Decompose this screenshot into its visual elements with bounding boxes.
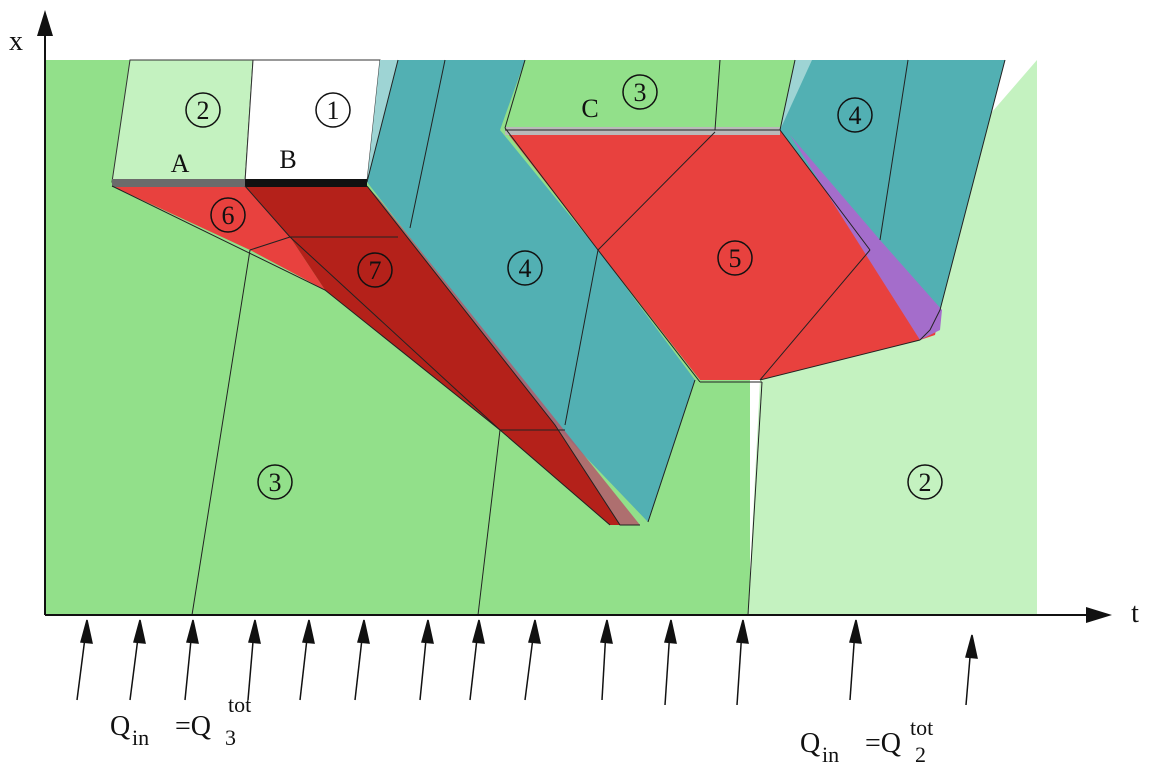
svg-text:2: 2 (197, 96, 210, 125)
formula-left: Q in =Q 3 tot (110, 692, 251, 750)
inflow-arrow (965, 634, 978, 706)
svg-text:3: 3 (225, 725, 236, 750)
inflow-arrow (469, 619, 485, 701)
light-teal-wedge-right (780, 60, 812, 130)
inflow-arrows (76, 619, 978, 706)
region-4-right-band (780, 60, 1005, 330)
inflow-arrow (849, 619, 862, 701)
svg-text:tot: tot (910, 715, 933, 740)
svg-text:=Q: =Q (865, 728, 901, 759)
svg-text:Q: Q (110, 711, 130, 742)
svg-text:4: 4 (519, 254, 532, 283)
region-label-5: 5 (717, 240, 753, 276)
region-label-3-bottom: 3 (257, 464, 293, 500)
bar-b (245, 179, 367, 187)
svg-text:6: 6 (222, 201, 235, 230)
inflow-arrow (664, 619, 677, 706)
region-5-fan (505, 130, 940, 380)
svg-text:x: x (9, 26, 23, 57)
svg-text:7: 7 (369, 256, 382, 285)
formula-right: Q in =Q 2 tot (800, 715, 933, 767)
svg-text:4: 4 (849, 101, 862, 130)
inflow-arrow (600, 619, 613, 701)
inflow-arrow (354, 619, 370, 701)
characteristic-lines (111, 59, 1006, 616)
inflow-arrow (184, 619, 199, 701)
svg-text:Q: Q (800, 728, 820, 759)
region-label-7: 7 (357, 252, 393, 288)
region-1-top-box (244, 59, 381, 183)
region-label-3-top: 3 (622, 74, 658, 110)
region-4-left-band (367, 60, 598, 425)
letter-b: B (279, 145, 296, 174)
bar-a (112, 179, 245, 187)
inflow-arrow (129, 619, 146, 701)
region-7-fan (245, 186, 620, 525)
inflow-arrow (76, 619, 93, 701)
region-label-2-bottom: 2 (907, 464, 943, 500)
svg-text:t: t (1131, 598, 1139, 629)
purple-edge-strip (790, 135, 942, 340)
region-4-lower-band (555, 250, 695, 522)
x-axis: x (9, 10, 53, 615)
inflow-arrow (524, 619, 541, 701)
region-label-2-top: 2 (185, 92, 221, 128)
inflow-arrow (736, 619, 749, 706)
svg-text:3: 3 (634, 78, 647, 107)
svg-text:in: in (822, 742, 839, 767)
inflow-arrow (419, 619, 434, 701)
region-3-upper-strip (505, 60, 805, 130)
t-axis: t (45, 598, 1139, 629)
inflow-arrow (247, 619, 261, 701)
pink-edge-strip (367, 186, 640, 525)
letter-a: A (171, 149, 190, 178)
svg-text:tot: tot (228, 692, 251, 717)
svg-text:=Q: =Q (175, 711, 211, 742)
svg-text:5: 5 (729, 244, 742, 273)
svg-text:2: 2 (919, 468, 932, 497)
region-label-4-right: 4 (837, 97, 873, 133)
letter-c: C (581, 94, 598, 123)
region-label-4-left: 4 (507, 250, 543, 286)
svg-text:1: 1 (327, 96, 340, 125)
region-label-6: 6 (210, 197, 246, 233)
bar-c (505, 127, 780, 135)
svg-text:2: 2 (915, 742, 926, 767)
inflow-arrow (299, 619, 315, 701)
svg-text:in: in (132, 725, 149, 750)
region-label-1: 1 (315, 92, 351, 128)
region-6-fan (112, 186, 325, 290)
svg-text:3: 3 (269, 468, 282, 497)
